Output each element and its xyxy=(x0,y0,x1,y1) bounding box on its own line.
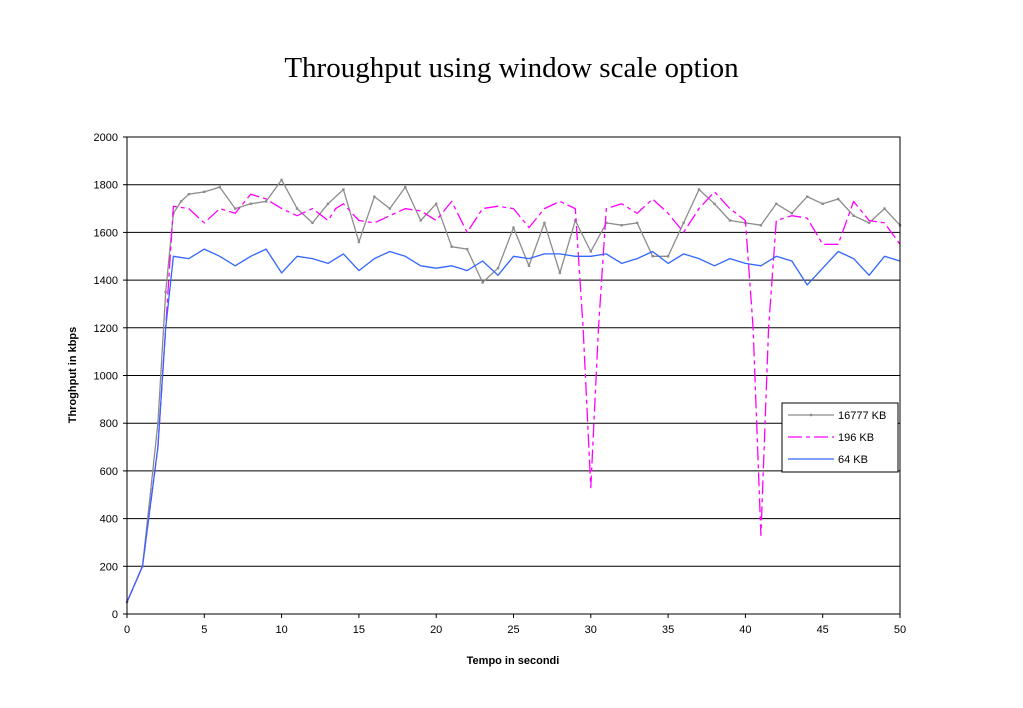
series-point xyxy=(836,197,840,201)
legend-label: 16777 KB xyxy=(838,410,886,422)
series-point xyxy=(543,221,546,225)
series-point xyxy=(728,219,732,222)
series-point xyxy=(651,255,654,258)
y-tick-label: 1800 xyxy=(94,180,118,192)
legend-marker xyxy=(809,413,813,417)
series-line-0 xyxy=(126,179,901,603)
series-point xyxy=(342,188,345,191)
series-point xyxy=(512,226,515,229)
x-tick-label: 15 xyxy=(353,624,365,636)
series-point xyxy=(311,221,314,225)
series-point xyxy=(806,195,809,198)
y-tick-label: 1600 xyxy=(94,227,118,239)
x-tick-label: 35 xyxy=(662,624,674,636)
series-lines xyxy=(125,178,902,604)
y-tick-label: 600 xyxy=(100,466,118,478)
y-tick-label: 1400 xyxy=(94,275,118,287)
series-point xyxy=(697,188,701,191)
y-tick-label: 800 xyxy=(100,418,118,430)
series-point xyxy=(713,202,716,205)
y-axis-ticks: 0 200 400 600 800 1000 1200 1400 1600 1800 2000 xyxy=(94,132,127,621)
y-tick-label: 1000 xyxy=(94,371,118,383)
series-point xyxy=(388,207,392,210)
series-point xyxy=(203,190,206,194)
series-point xyxy=(280,178,283,182)
series-point xyxy=(867,221,871,225)
series-point xyxy=(357,240,361,244)
series-point xyxy=(496,266,500,270)
series-point xyxy=(821,202,824,205)
series-point xyxy=(179,200,183,203)
series-point xyxy=(419,219,422,222)
x-tick-label: 40 xyxy=(739,624,751,636)
series-point xyxy=(481,281,484,284)
series-point xyxy=(187,193,191,196)
series-line-2 xyxy=(126,248,901,603)
series-point xyxy=(620,224,623,227)
series-point xyxy=(605,221,608,225)
x-axis-ticks: 0 5 10 15 20 25 30 35 40 45 50 xyxy=(124,614,906,636)
series-point xyxy=(790,212,793,215)
series-point xyxy=(156,422,160,425)
series-point xyxy=(589,250,592,253)
x-tick-label: 45 xyxy=(817,624,829,636)
series-point xyxy=(218,185,221,189)
series-point xyxy=(527,264,531,267)
y-axis-title: Throghput in kbps xyxy=(67,327,79,424)
series-line-1 xyxy=(126,191,901,603)
series-point xyxy=(404,185,407,189)
series-point xyxy=(435,202,438,205)
x-tick-label: 20 xyxy=(430,624,442,636)
series-point xyxy=(465,247,469,251)
series-point xyxy=(759,224,763,227)
y-tick-label: 400 xyxy=(100,514,118,526)
series-point xyxy=(558,271,562,275)
series-point xyxy=(164,290,167,294)
series-point xyxy=(635,221,639,225)
legend-label: 196 KB xyxy=(838,432,874,444)
series-point xyxy=(373,195,376,198)
x-tick-label: 0 xyxy=(124,624,130,636)
legend-label: 64 KB xyxy=(838,454,868,466)
series-point xyxy=(295,207,299,210)
x-tick-label: 25 xyxy=(507,624,519,636)
series-point xyxy=(883,207,886,210)
series-point xyxy=(450,245,453,248)
chart-title: Throughput using window scale option xyxy=(284,52,739,84)
series-point xyxy=(264,200,268,203)
series-point xyxy=(326,202,330,205)
x-tick-label: 10 xyxy=(275,624,287,636)
y-tick-label: 200 xyxy=(100,561,118,573)
x-tick-label: 5 xyxy=(201,624,207,636)
y-tick-label: 0 xyxy=(112,609,118,621)
x-axis-title: Tempo in secondi xyxy=(467,655,560,667)
series-point xyxy=(249,202,252,205)
y-tick-label: 2000 xyxy=(94,132,118,144)
series-point xyxy=(666,255,670,258)
legend: 16777 KB 196 KB 64 KB xyxy=(781,402,899,473)
series-point xyxy=(682,221,685,225)
series-point xyxy=(775,202,778,205)
series-point xyxy=(234,207,237,210)
x-tick-label: 50 xyxy=(894,624,906,636)
series-point xyxy=(574,219,577,222)
y-tick-label: 1200 xyxy=(94,323,118,335)
series-point xyxy=(852,214,855,217)
x-tick-label: 30 xyxy=(585,624,597,636)
